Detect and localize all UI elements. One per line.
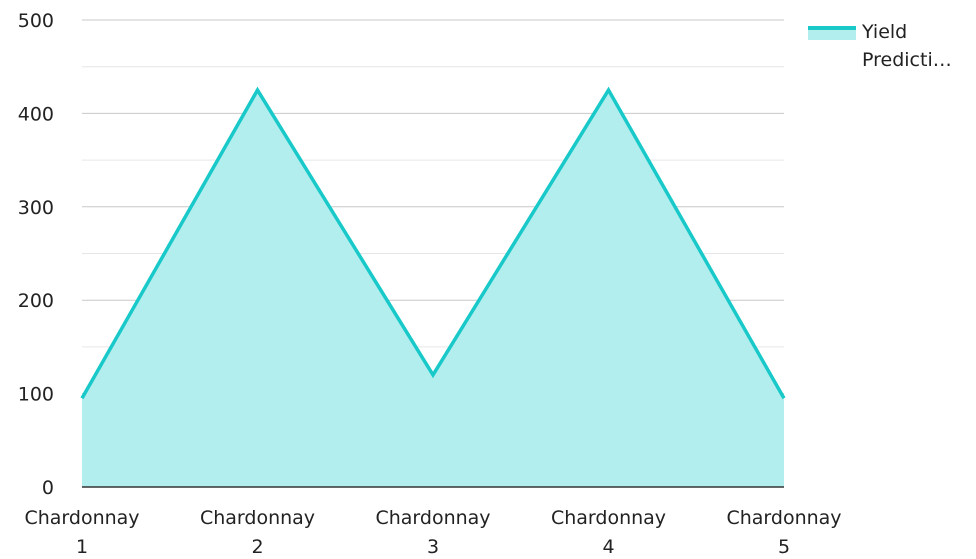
series-area: [80, 86, 786, 488]
legend-swatch-icon: [808, 24, 856, 40]
y-tick-label: 400: [18, 103, 54, 125]
x-tick-label: Chardonnay 1: [24, 507, 139, 558]
y-tick-label: 300: [18, 197, 54, 219]
series-line: [80, 86, 786, 400]
y-tick-label: 0: [42, 477, 54, 499]
x-tick-label: Chardonnay 5: [726, 507, 841, 558]
x-tick-label: Chardonnay 2: [200, 507, 315, 558]
y-tick-label: 100: [18, 384, 54, 406]
series-fill: [82, 90, 784, 488]
y-tick-label: 200: [18, 290, 54, 312]
y-tick-label: 500: [18, 10, 54, 32]
legend-label: Yield Predicti…: [862, 21, 952, 71]
x-tick-label: Chardonnay 3: [375, 507, 490, 558]
y-axis-tick-labels: 0 100 200 300 400 500: [18, 10, 54, 499]
x-tick-label: Chardonnay 4: [551, 507, 666, 558]
legend: Yield Predicti…: [808, 18, 962, 74]
x-axis-tick-labels: Chardonnay 1 Chardonnay 2 Chardonnay 3 Chardon…: [24, 507, 841, 558]
